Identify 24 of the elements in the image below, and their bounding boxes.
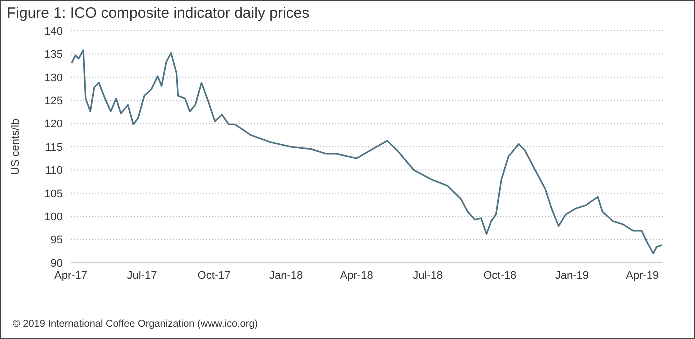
x-tick-label: Jul-17 — [127, 270, 158, 282]
x-tick-label: Oct-18 — [484, 270, 517, 282]
y-tick-label: 140 — [44, 26, 63, 38]
x-tick-label: Jul-18 — [413, 270, 444, 282]
text: © 2019 International Coffee Organization (www.ico.org) — [13, 319, 258, 330]
y-tick-label: 115 — [45, 142, 63, 154]
x-tick-label: Apr-18 — [340, 270, 374, 282]
x-tick-label: Apr-19 — [626, 270, 660, 282]
line-series — [71, 50, 663, 255]
y-tick-label: 135 — [44, 49, 63, 62]
x-tick-label: Oct-17 — [198, 270, 231, 282]
y-axis-title: US cents/lb — [10, 118, 22, 176]
y-tick-label: 130 — [44, 72, 63, 84]
y-tick-label: 110 — [45, 165, 63, 178]
y-tick-label: 105 — [44, 188, 63, 200]
y-tick-label: 95 — [50, 234, 63, 247]
x-tick-label: Apr-17 — [54, 270, 88, 282]
y-tick-label: 120 — [44, 118, 63, 131]
chart-title: Figure 1: ICO composite indicator daily prices — [7, 5, 310, 22]
x-tick-label: Jan-18 — [270, 270, 304, 282]
x-tick-label: Jan-19 — [555, 270, 589, 282]
y-tick-label: 125 — [44, 96, 63, 108]
y-tick-label: 100 — [44, 212, 63, 224]
y-tick-label: 90 — [50, 258, 63, 270]
